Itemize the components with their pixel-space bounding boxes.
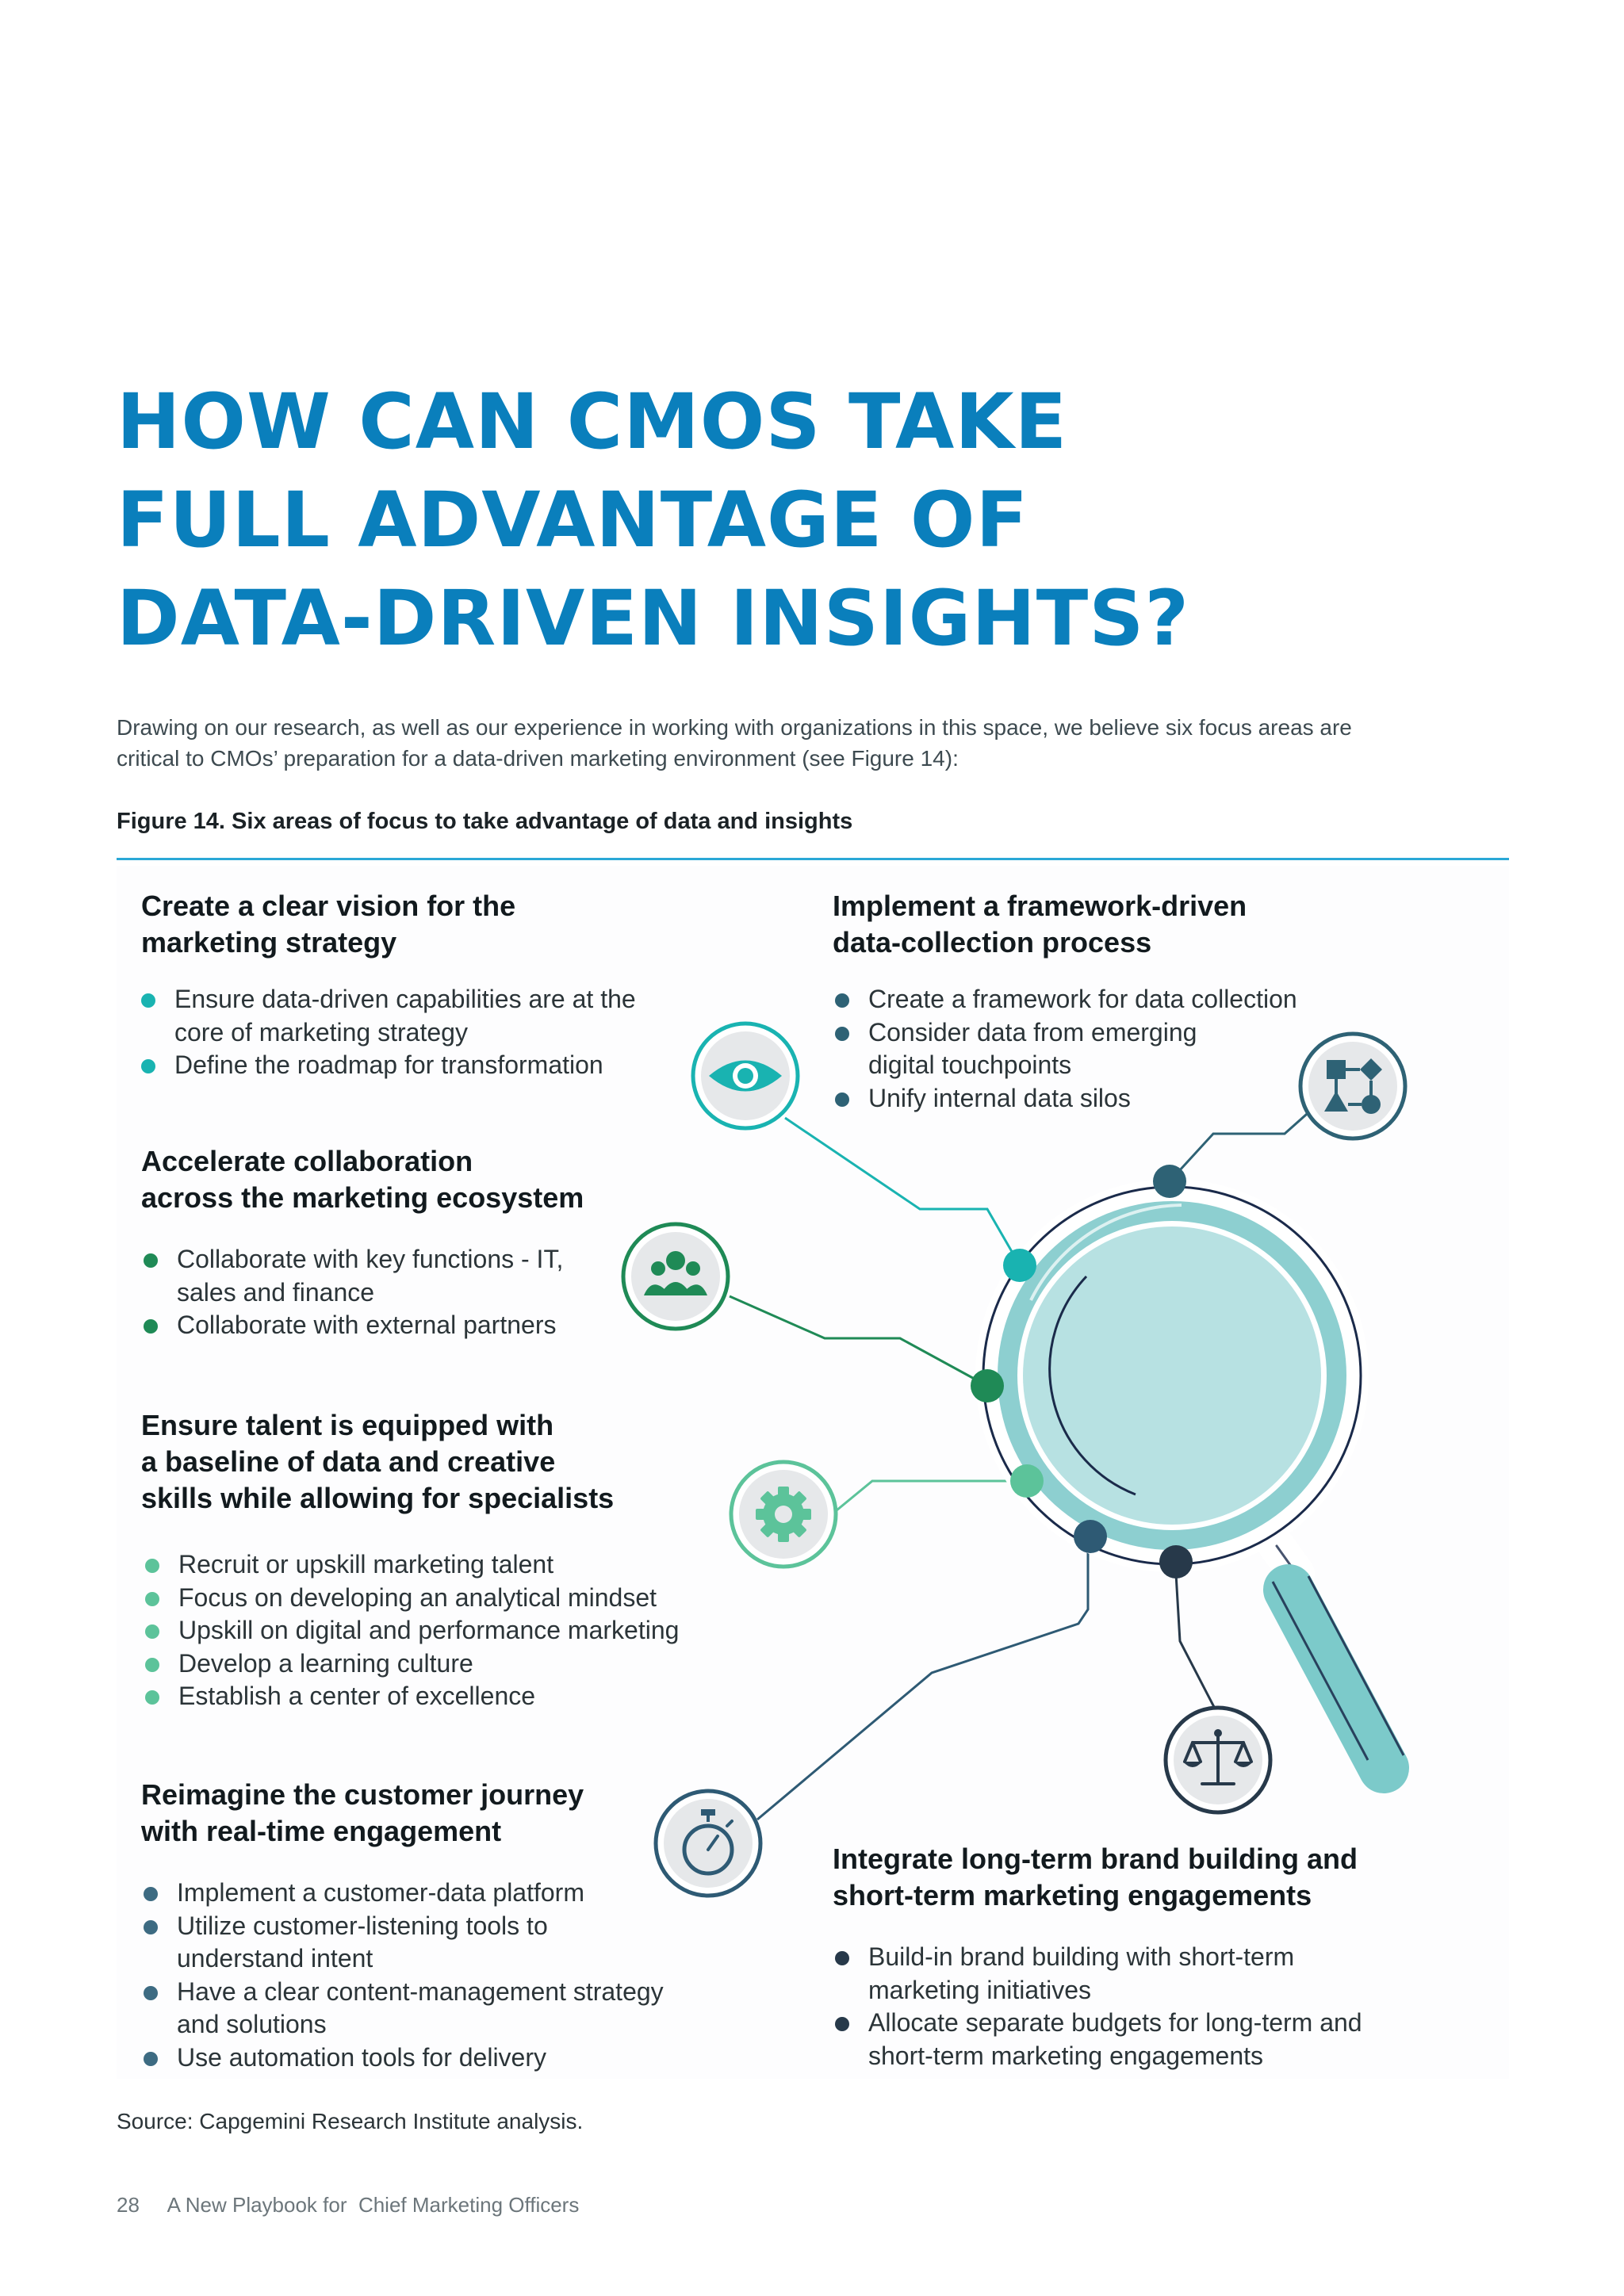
section-brand: Integrate long-term brand building and s… xyxy=(833,1841,1362,2072)
bullet-item: Build-in brand building with short-term … xyxy=(835,1941,1362,2007)
intro-paragraph: Drawing on our research, as well as our … xyxy=(117,712,1512,774)
flowchart-icon xyxy=(1298,1031,1408,1141)
connector-framework xyxy=(1168,1107,1314,1183)
section-vision: Create a clear vision for the marketing … xyxy=(141,888,636,1082)
bullet-item: Upskill on digital and performance marke… xyxy=(145,1614,679,1647)
bullet-item: Ensure data-driven capabilities are at t… xyxy=(141,983,636,1049)
connector-talent xyxy=(836,1479,1027,1512)
bullet-item: Develop a learning culture xyxy=(145,1647,679,1681)
bullet-list: Build-in brand building with short-term … xyxy=(835,1941,1362,2072)
scale-icon xyxy=(1163,1705,1273,1815)
bullet-list: Implement a customer-data platform Utili… xyxy=(144,1877,664,2074)
section-customer: Reimagine the customer journey with real… xyxy=(141,1777,664,2074)
section-title-line: Integrate long-term brand building and xyxy=(833,1843,1358,1875)
connector-customer xyxy=(756,1538,1090,1821)
section-title-line: data-collection process xyxy=(833,926,1152,959)
node-dot xyxy=(1159,1545,1193,1578)
node-dot xyxy=(1074,1520,1107,1553)
section-title-line: Implement a framework-driven xyxy=(833,890,1247,922)
source-note: Source: Capgemini Research Institute ana… xyxy=(117,2109,584,2133)
magnifier-handle xyxy=(1258,1528,1409,1793)
section-talent: Ensure talent is equipped with a baselin… xyxy=(141,1407,679,1713)
section-title-line: Ensure talent is equipped with xyxy=(141,1409,554,1441)
figure-divider xyxy=(117,858,1509,860)
section-collaboration: Accelerate collaboration across the mark… xyxy=(141,1143,584,1342)
page-title: HOW CAN CMOS TAKE FULL ADVANTAGE OF DATA… xyxy=(117,373,1227,668)
section-title: Ensure talent is equipped with a baselin… xyxy=(141,1407,679,1517)
intro-line: critical to CMOs’ preparation for a data… xyxy=(117,746,959,771)
title-line: HOW CAN CMOS TAKE xyxy=(117,377,1068,466)
section-title: Accelerate collaboration across the mark… xyxy=(141,1143,584,1216)
bullet-list: Create a framework for data collection C… xyxy=(835,983,1297,1115)
stopwatch-icon xyxy=(653,1789,763,1898)
section-title: Create a clear vision for the marketing … xyxy=(141,888,636,961)
bullet-list: Ensure data-driven capabilities are at t… xyxy=(141,983,636,1082)
bullet-item: Establish a center of excellence xyxy=(145,1680,679,1713)
bullet-item: Focus on developing an analytical mindse… xyxy=(145,1582,679,1615)
figure-title: Figure 14. Six areas of focus to take ad… xyxy=(117,809,853,834)
bullet-item: Unify internal data silos xyxy=(835,1082,1297,1115)
section-title-line: Create a clear vision for the xyxy=(141,890,516,922)
node-dot xyxy=(1153,1165,1186,1198)
bullet-item: Consider data from emerging digital touc… xyxy=(835,1016,1297,1082)
section-title-line: a baseline of data and creative xyxy=(141,1445,556,1478)
publication-title: A New Playbook for Chief Marketing Offic… xyxy=(167,2193,580,2217)
section-title-line: Reimagine the customer journey xyxy=(141,1778,584,1811)
page-footer: 28 A New Playbook for Chief Marketing Of… xyxy=(117,2193,579,2218)
node-dot xyxy=(1003,1249,1036,1282)
connector-vision xyxy=(784,1116,1021,1266)
section-title: Implement a framework-driven data-collec… xyxy=(833,888,1297,961)
section-framework: Implement a framework-driven data-collec… xyxy=(833,888,1297,1115)
section-title-line: marketing strategy xyxy=(141,926,397,959)
eye-icon xyxy=(691,1021,800,1131)
bullet-item: Have a clear content-management strategy… xyxy=(144,1976,664,2042)
bullet-item: Implement a customer-data platform xyxy=(144,1877,664,1910)
title-line: DATA-DRIVEN INSIGHTS? xyxy=(117,574,1190,663)
section-title-line: short-term marketing engagements xyxy=(833,1879,1312,1911)
section-title-line: across the marketing ecosystem xyxy=(141,1181,584,1214)
node-dot xyxy=(971,1369,1004,1402)
bullet-item: Recruit or upskill marketing talent xyxy=(145,1548,679,1582)
bullet-item: Collaborate with key functions - IT, sal… xyxy=(144,1243,584,1309)
title-line: FULL ADVANTAGE OF xyxy=(117,476,1029,564)
section-title-line: Accelerate collaboration xyxy=(141,1145,473,1177)
bullet-item: Use automation tools for delivery xyxy=(144,2042,664,2075)
section-title-line: with real-time engagement xyxy=(141,1815,502,1847)
section-title: Integrate long-term brand building and s… xyxy=(833,1841,1362,1914)
bullet-item: Create a framework for data collection xyxy=(835,983,1297,1016)
people-icon xyxy=(621,1222,730,1331)
node-dot xyxy=(1010,1464,1044,1498)
magnifier-lens xyxy=(975,1179,1369,1572)
connector-brand xyxy=(1174,1559,1216,1709)
connector-collaboration xyxy=(729,1295,988,1387)
section-title-line: skills while allowing for specialists xyxy=(141,1482,615,1514)
bullet-list: Collaborate with key functions - IT, sal… xyxy=(144,1243,584,1342)
bullet-item: Utilize customer-listening tools to unde… xyxy=(144,1910,664,1976)
gear-icon xyxy=(729,1460,838,1569)
bullet-item: Allocate separate budgets for long-term … xyxy=(835,2007,1362,2072)
page-number: 28 xyxy=(117,2193,140,2217)
intro-line: Drawing on our research, as well as our … xyxy=(117,715,1352,740)
bullet-item: Define the roadmap for transformation xyxy=(141,1049,636,1082)
bullet-item: Collaborate with external partners xyxy=(144,1309,584,1342)
bullet-list: Recruit or upskill marketing talent Focu… xyxy=(145,1548,679,1713)
section-title: Reimagine the customer journey with real… xyxy=(141,1777,664,1850)
